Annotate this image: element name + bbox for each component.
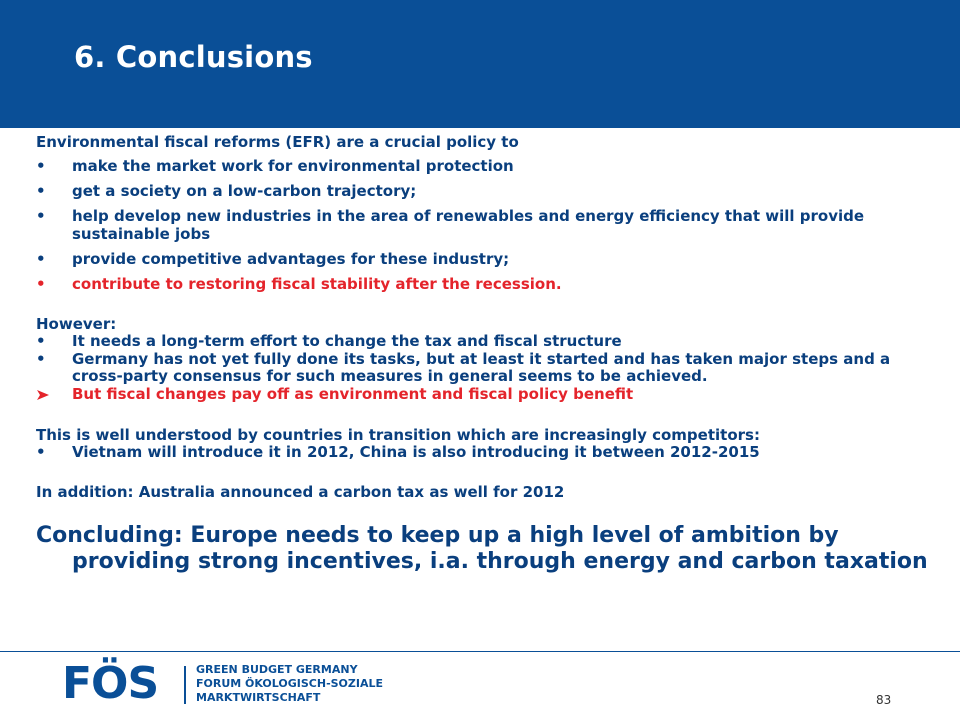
bullet-icon: • — [36, 157, 46, 175]
reason-text-highlight: contribute to restoring fiscal stability… — [72, 275, 562, 293]
concluding-statement: Concluding: Europe needs to keep up a hi… — [36, 523, 936, 575]
bullet-icon: • — [36, 332, 46, 350]
concluding-line-2: providing strong incentives, i.a. throug… — [72, 549, 928, 574]
footer-divider — [0, 651, 960, 652]
arrow-bullet-icon — [36, 386, 66, 401]
logo-caption: GREEN BUDGET GERMANY FORUM ÖKOLOGISCH-SO… — [196, 663, 383, 705]
slide-body: Environmental fiscal reforms (EFR) are a… — [36, 133, 936, 575]
highlight-text: But fiscal changes pay off as environmen… — [72, 385, 634, 403]
logo-line-2: FORUM ÖKOLOGISCH-SOZIALE — [196, 677, 384, 690]
list-item: • provide competitive advantages for thes… — [36, 250, 936, 268]
list-item: • Vietnam will introduce it in 2012, Chin… — [36, 444, 936, 461]
bullet-icon: • — [36, 207, 46, 225]
reason-text: provide competitive advantages for these… — [72, 250, 510, 268]
bullet-icon: • — [36, 250, 46, 268]
list-item: But fiscal changes pay off as environmen… — [36, 386, 936, 403]
concluding-line-1: Concluding: Europe needs to keep up a hi… — [36, 523, 839, 548]
however-text: Germany has not yet fully done its tasks… — [72, 350, 891, 385]
bullet-icon: • — [36, 443, 46, 461]
logo-line-1: GREEN BUDGET GERMANY — [196, 663, 358, 676]
transition-text: Vietnam will introduce it in 2012, China… — [72, 443, 760, 461]
list-item: • make the market work for environmental … — [36, 157, 936, 175]
page-number: 83 — [876, 693, 892, 707]
transition-list: • Vietnam will introduce it in 2012, Chin… — [36, 444, 936, 461]
however-list: • It needs a long-term effort to change t… — [36, 333, 936, 403]
list-item: • It needs a long-term effort to change t… — [36, 333, 936, 350]
list-item: • contribute to restoring fiscal stabilit… — [36, 275, 936, 293]
list-item: • Germany has not yet fully done its task… — [36, 351, 936, 385]
list-item: • get a society on a low-carbon trajector… — [36, 182, 936, 200]
logo-wordmark: FÖS — [62, 658, 159, 709]
reason-text: help develop new industries in the area … — [72, 207, 865, 243]
transition-label: This is well understood by countries in … — [36, 426, 760, 444]
slide-title: 6. Conclusions — [74, 40, 313, 74]
fos-logo: FÖS GREEN BUDGET GERMANY FORUM ÖKOLOGISC… — [62, 658, 383, 710]
however-text: It needs a long-term effort to change th… — [72, 332, 622, 350]
however-label: However: — [36, 315, 117, 333]
bullet-icon: • — [36, 275, 46, 293]
intro-text: Environmental fiscal reforms (EFR) are a… — [36, 133, 519, 151]
reason-text: get a society on a low-carbon trajectory… — [72, 182, 417, 200]
logo-separator — [184, 666, 186, 704]
logo-line-3: MARKTWIRTSCHAFT — [196, 691, 321, 704]
list-item: • help develop new industries in the area… — [36, 207, 936, 243]
addition-text: In addition: Australia announced a carbo… — [36, 483, 565, 501]
title-bar: 6. Conclusions — [0, 0, 960, 128]
reasons-list: • make the market work for environmental … — [36, 157, 936, 293]
bullet-icon: • — [36, 182, 46, 200]
reason-text: make the market work for environmental p… — [72, 157, 514, 175]
bullet-icon: • — [36, 350, 46, 368]
